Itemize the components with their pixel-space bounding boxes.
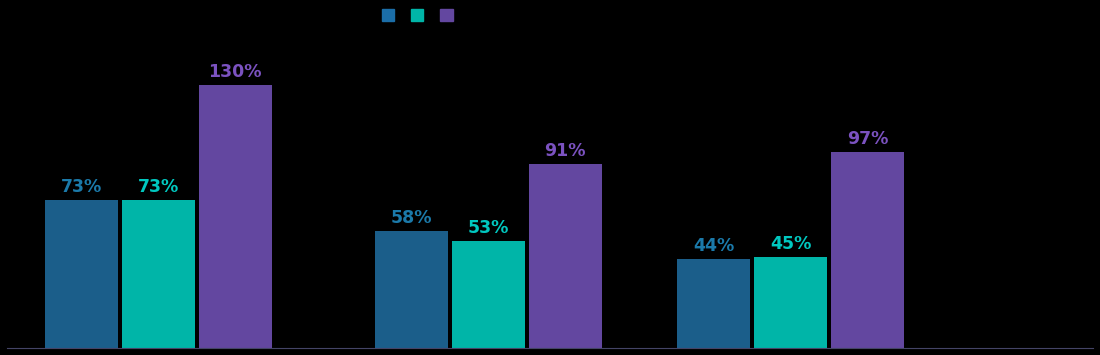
Bar	[754, 257, 827, 348]
Text: 58%: 58%	[390, 209, 432, 226]
Text: 97%: 97%	[847, 130, 889, 148]
Text: 91%: 91%	[544, 142, 586, 160]
Text: 44%: 44%	[693, 237, 734, 255]
Legend: , , : , ,	[376, 2, 463, 29]
Text: 73%: 73%	[138, 178, 179, 196]
Bar	[45, 200, 118, 348]
Text: 45%: 45%	[770, 235, 812, 253]
Bar	[676, 259, 750, 348]
Bar	[529, 164, 602, 348]
Bar	[122, 200, 195, 348]
Text: 73%: 73%	[60, 178, 102, 196]
Bar	[830, 152, 904, 348]
Bar	[375, 231, 448, 348]
Bar	[199, 85, 272, 348]
Text: 53%: 53%	[468, 219, 509, 237]
Bar	[452, 241, 525, 348]
Text: 130%: 130%	[208, 63, 262, 81]
